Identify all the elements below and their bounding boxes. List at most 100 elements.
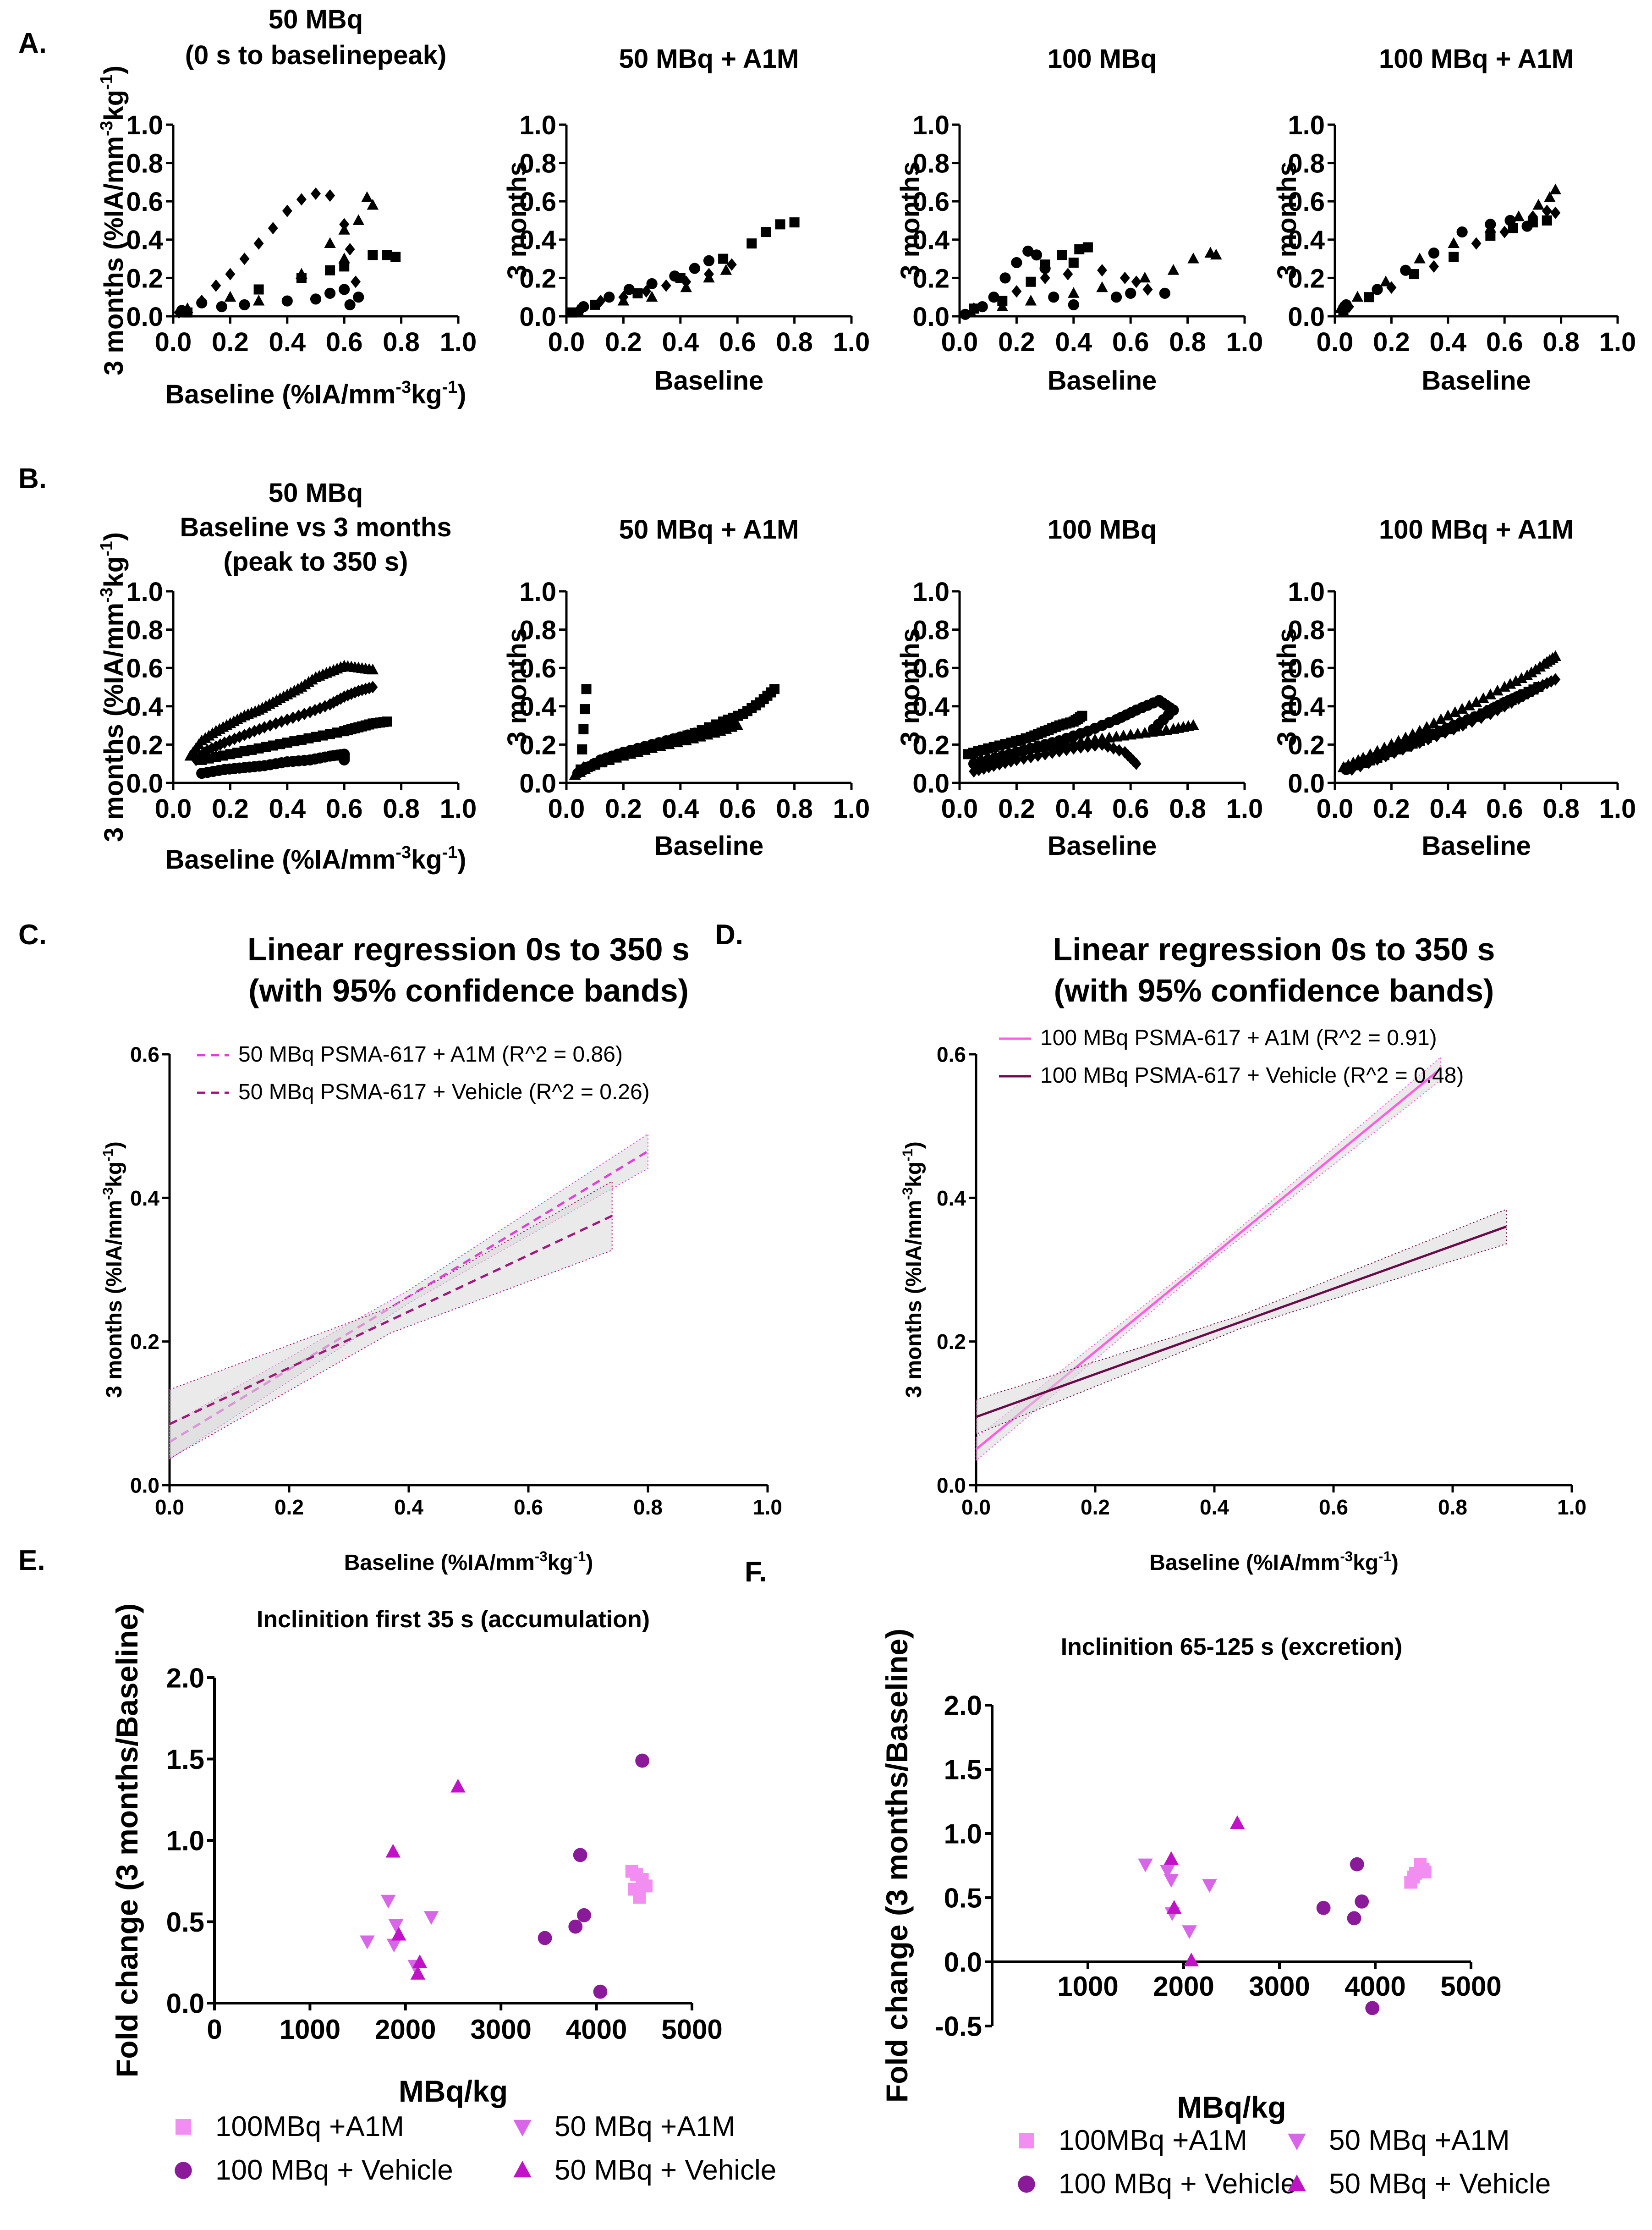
- y-tick-label: 0.5: [166, 1907, 204, 1938]
- y-axis-label-text: 3 months (%IA/mm: [902, 1200, 926, 1398]
- x-tick-label: 0.6: [1319, 1495, 1348, 1519]
- x-tick-label: 1000: [280, 2014, 340, 2045]
- x-tick-label: 3000: [470, 2014, 531, 2045]
- y-tick-label: 0.2: [126, 730, 163, 760]
- x-tick-label: 0.2: [1373, 327, 1410, 357]
- y-tick-label: 0.8: [519, 149, 556, 178]
- superscript: -3: [900, 1187, 916, 1200]
- x-tick-label: 0.4: [662, 794, 699, 824]
- y-tick-label: 0.2: [126, 264, 163, 293]
- data-point: [1057, 250, 1067, 260]
- data-point: [1409, 269, 1419, 280]
- data-point: [988, 292, 999, 303]
- series-100mbq-a1m: [625, 1865, 653, 1904]
- x-axis-label-text: Baseline: [1048, 831, 1157, 861]
- data-point: [1549, 183, 1562, 195]
- x-tick-label: 0.0: [941, 327, 978, 357]
- data-point: [703, 255, 715, 266]
- data-point: [969, 302, 979, 315]
- series-50-mbq-a1m: [1138, 1858, 1217, 1939]
- data-point: [1063, 268, 1073, 281]
- data-point: [632, 288, 643, 298]
- data-point: [1068, 257, 1079, 268]
- y-tick-label: 2.0: [944, 1690, 982, 1721]
- data-point: [1506, 696, 1517, 709]
- data-point: [224, 291, 236, 302]
- data-point: [206, 742, 217, 755]
- chart-B2: 50 MBq + A1M 0.0 0.2 0.4 0.6 0.8 1.0 0.0 0.2 0.4 0…: [502, 515, 870, 861]
- y-tick-label: 0.4: [126, 226, 163, 255]
- legend-item: 50 MBq + Vehicle: [1288, 2168, 1551, 2200]
- data-point: [996, 300, 1009, 311]
- data-point: [388, 1919, 404, 1933]
- data-point: [1096, 281, 1108, 292]
- data-point: [1138, 1858, 1153, 1872]
- legend-label: 50 MBq + Vehicle: [554, 2154, 776, 2186]
- data-point: [1187, 719, 1199, 730]
- data-point: [1485, 219, 1496, 230]
- data-point: [391, 1927, 406, 1941]
- data-point: [709, 724, 720, 737]
- panel-label: F.: [745, 1556, 767, 1588]
- x-tick-label: 0.2: [998, 327, 1035, 357]
- x-axis-label: Baseline: [654, 366, 764, 396]
- data-point: [585, 759, 596, 771]
- x-tick-label: 0.6: [1112, 327, 1149, 357]
- data-point: [1048, 292, 1059, 303]
- y-tick-label: 0.2: [519, 264, 556, 293]
- data-point: [320, 700, 330, 713]
- x-tick-label: 0.2: [212, 794, 249, 824]
- data-point: [1164, 1851, 1179, 1865]
- series-square: [963, 710, 1087, 760]
- y-tick-label: 0.4: [912, 226, 949, 255]
- series-diamond: [191, 681, 378, 766]
- data-point: [1406, 739, 1416, 753]
- x-axis-label: Baseline: [1048, 831, 1157, 861]
- y-tick-label: 1.0: [912, 577, 949, 607]
- data-point: [999, 272, 1011, 284]
- data-point: [282, 713, 292, 726]
- data-point: [1108, 742, 1119, 755]
- x-axis-label: Baseline (%IA/mm-3kg-1): [1149, 1548, 1399, 1575]
- data-point: [1082, 740, 1093, 753]
- x-tick-label: 2000: [1153, 1971, 1214, 2002]
- data-point: [731, 719, 743, 730]
- data-point: [1364, 292, 1374, 303]
- data-point: [1418, 1866, 1432, 1878]
- chart-title: Inclinition 65-125 s (excretion): [1061, 1634, 1403, 1660]
- y-axis-label: 3 months (%IA/mm-3kg-1): [900, 1141, 926, 1398]
- y-axis-label-text: Fold change (3 months/Baseline): [880, 1629, 914, 2103]
- superscript: -3: [97, 121, 116, 136]
- superscript: -1: [97, 541, 116, 556]
- superscript: -1: [100, 1149, 116, 1162]
- legend-item: 50 MBq + Vehicle: [513, 2154, 776, 2186]
- y-axis-label-text: 3 months: [502, 161, 532, 280]
- data-point: [1458, 719, 1468, 732]
- data-point: [1011, 257, 1022, 269]
- data-point: [1398, 743, 1408, 756]
- data-point: [1428, 717, 1440, 728]
- y-tick-label: 0.4: [519, 692, 556, 722]
- x-tick-label: 0.4: [1055, 794, 1092, 824]
- y-axis-label-text: 3 months: [895, 161, 925, 280]
- y-tick-label: 0.2: [1288, 264, 1325, 293]
- data-point: [1022, 245, 1034, 257]
- y-tick-label: 0.0: [130, 1474, 159, 1498]
- panel-label: E.: [18, 1545, 45, 1576]
- x-tick-label: 0.2: [212, 327, 249, 357]
- y-tick-label: 0.0: [519, 769, 556, 798]
- data-point: [1026, 276, 1036, 287]
- data-point: [977, 301, 988, 313]
- data-point: [1407, 1871, 1420, 1884]
- y-tick-label: 0.2: [130, 1330, 159, 1354]
- x-tick-label: 0.8: [383, 794, 420, 824]
- x-tick-label: 0.0: [548, 794, 585, 824]
- data-point: [360, 1935, 375, 1949]
- data-point: [1076, 741, 1086, 754]
- x-axis-label-text: Baseline: [1048, 366, 1157, 396]
- data-point: [1097, 264, 1107, 277]
- data-point: [1025, 294, 1037, 306]
- data-point: [1347, 763, 1357, 776]
- series-diamond: [578, 721, 731, 774]
- unit-text: kg: [1353, 1551, 1378, 1575]
